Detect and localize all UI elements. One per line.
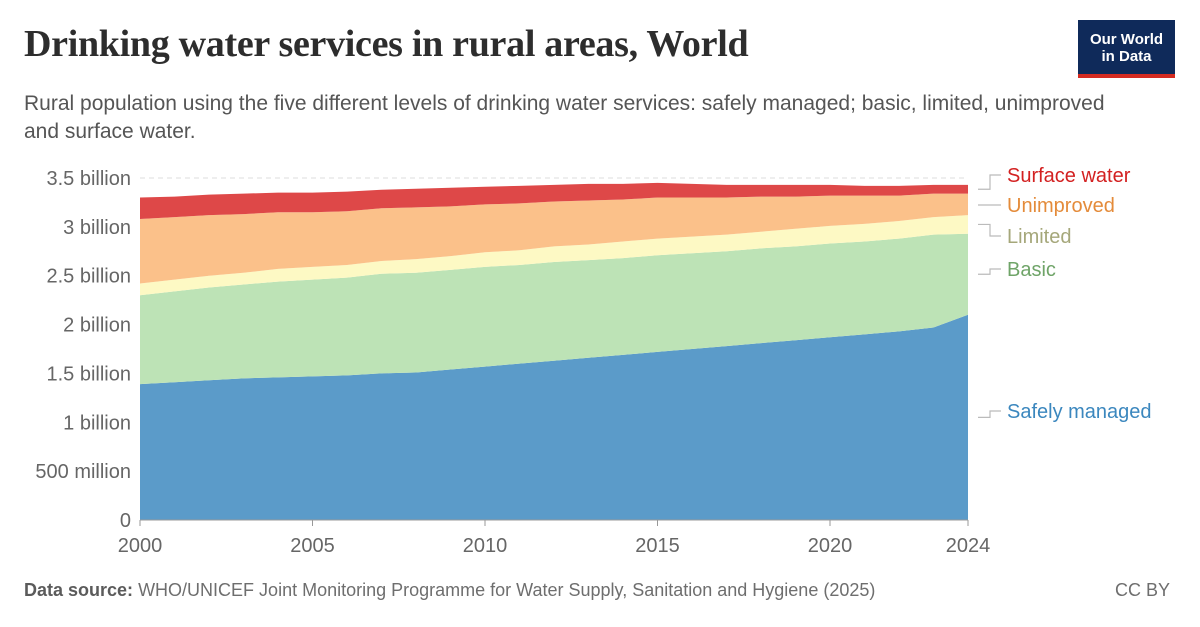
y-tick-label: 1.5 billion [46,363,131,385]
legend-label-limited[interactable]: Limited [1007,226,1071,248]
x-axis: 2000 2005 2010 2015 2020 2024 [118,519,991,557]
y-tick-label: 500 million [35,461,131,483]
area-basic[interactable] [140,233,968,385]
chart-title: Drinking water services in rural areas, … [24,23,749,65]
x-tick-label: 2015 [635,535,680,557]
area-series-group [140,182,968,520]
x-tick-label: 2020 [808,535,853,557]
logo-line-1: Our World [1089,31,1164,48]
y-tick-label: 2.5 billion [46,266,131,288]
legend-label-surface-water[interactable]: Surface water [1007,165,1131,187]
chart-subtitle: Rural population using the five differen… [24,92,1105,143]
data-source-label: Data source: [24,580,134,600]
area-unimproved[interactable] [140,193,968,284]
data-source-text[interactable]: WHO/UNICEF Joint Monitoring Programme fo… [138,580,876,600]
data-source-footer: Data source: WHO/UNICEF Joint Monitoring… [24,580,875,601]
x-tick-label: 2024 [946,535,991,557]
legend-label-basic[interactable]: Basic [1007,259,1056,281]
legend-connector [978,174,1001,190]
area-surface-water[interactable] [140,182,968,220]
y-tick-label: 1 billion [63,412,131,434]
license-link[interactable]: CC BY [1114,580,1170,600]
y-tick-label: 3 billion [63,217,131,239]
y-axis-tick-labels: 0 500 million 1 billion 1.5 billion 2 billio… [35,168,131,532]
y-tick-label: 0 [120,510,131,532]
legend-label-unimproved[interactable]: Unimproved [1007,195,1115,217]
legend-connector [978,223,1001,237]
owid-logo[interactable]: Our World in Data [1078,20,1175,78]
x-tick-label: 2000 [118,535,163,557]
y-tick-label: 2 billion [63,315,131,337]
logo-line-2: in Data [1101,48,1152,65]
x-tick-label: 2010 [463,535,508,557]
y-tick-label: 3.5 billion [46,168,131,190]
legend-connector [978,268,1001,275]
series-legend: Safely managed Basic Limited Unimproved Surf… [978,165,1152,423]
legend-label-safely-managed[interactable]: Safely managed [1007,401,1152,423]
area-safely-managed[interactable] [140,314,968,520]
area-limited[interactable] [140,215,968,296]
x-tick-label: 2005 [290,535,335,557]
legend-connector [978,410,1001,418]
